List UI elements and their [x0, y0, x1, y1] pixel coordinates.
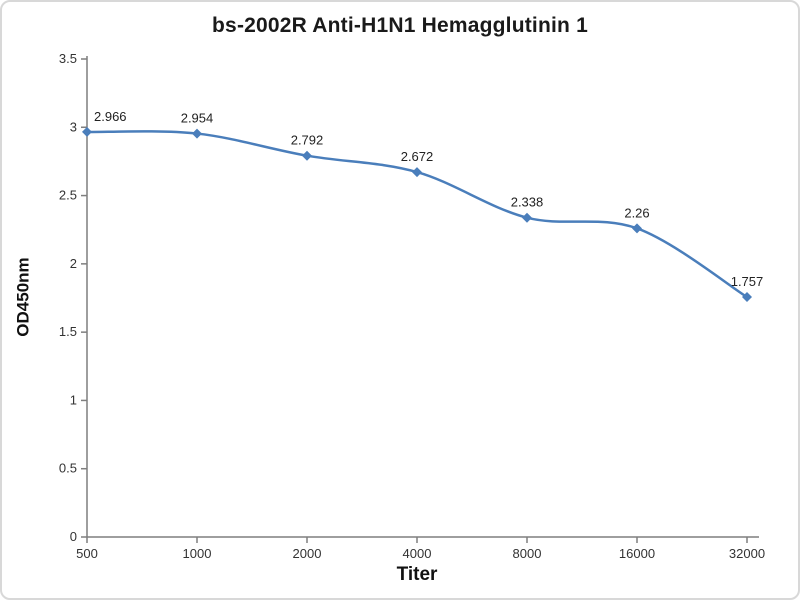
svg-text:500: 500 [76, 546, 98, 561]
svg-text:16000: 16000 [619, 546, 655, 561]
svg-text:2.5: 2.5 [59, 188, 77, 203]
svg-text:2.792: 2.792 [291, 133, 324, 148]
svg-text:2.26: 2.26 [624, 205, 649, 220]
svg-text:8000: 8000 [513, 546, 542, 561]
svg-text:2.338: 2.338 [511, 195, 544, 210]
svg-text:2000: 2000 [293, 546, 322, 561]
svg-text:2.672: 2.672 [401, 149, 434, 164]
svg-text:1.5: 1.5 [59, 324, 77, 339]
svg-text:0.5: 0.5 [59, 461, 77, 476]
chart-title: bs-2002R Anti-H1N1 Hemagglutinin 1 [212, 14, 588, 37]
svg-text:2: 2 [70, 256, 77, 271]
x-axis-label: Titer [396, 564, 438, 585]
svg-text:1000: 1000 [183, 546, 212, 561]
svg-text:2.966: 2.966 [94, 109, 127, 124]
svg-text:1.757: 1.757 [731, 274, 764, 289]
svg-text:4000: 4000 [403, 546, 432, 561]
svg-text:2.954: 2.954 [181, 111, 214, 126]
svg-text:3: 3 [70, 119, 77, 134]
svg-text:32000: 32000 [729, 546, 765, 561]
svg-text:0: 0 [70, 529, 77, 544]
svg-text:3.5: 3.5 [59, 51, 77, 66]
svg-text:1: 1 [70, 392, 77, 407]
